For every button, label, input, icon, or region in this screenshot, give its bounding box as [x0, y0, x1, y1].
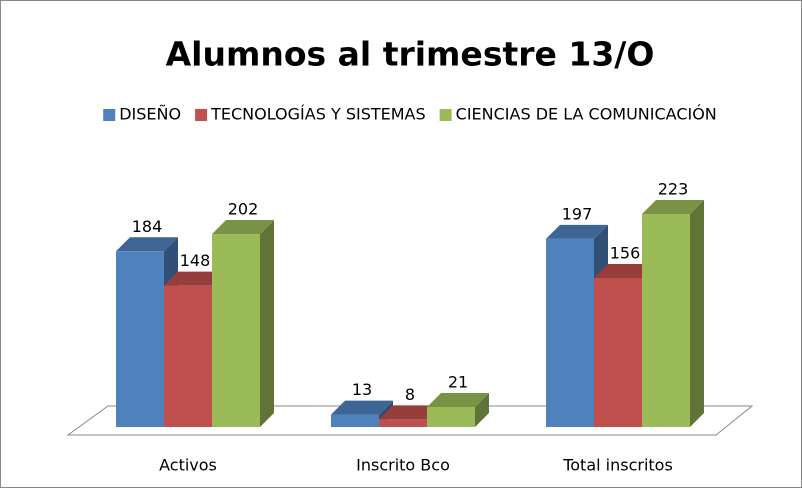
bar-top — [331, 400, 393, 415]
bar-top — [594, 263, 656, 278]
bar-front — [594, 277, 642, 427]
bar — [642, 200, 704, 427]
bar-front — [546, 238, 594, 427]
bar-front — [164, 285, 212, 427]
bar-top — [379, 405, 441, 420]
data-label: 21 — [448, 372, 468, 391]
data-label: 202 — [228, 200, 259, 219]
bar — [212, 220, 274, 427]
data-label: 8 — [405, 385, 415, 404]
bar-top — [546, 224, 608, 239]
legend: DISEÑO TECNOLOGÍAS Y SISTEMAS CIENCIAS DE … — [103, 105, 717, 124]
legend-swatch — [439, 109, 452, 121]
bar-front — [331, 414, 379, 427]
x-tick-label: Total inscritos — [562, 456, 673, 475]
bar-front — [642, 214, 690, 427]
chart-title: Alumnos al trimestre 13/O — [166, 35, 655, 74]
data-label: 223 — [658, 180, 689, 199]
bar-side — [690, 200, 704, 427]
data-label: 197 — [562, 204, 593, 223]
bar-front — [427, 406, 475, 427]
x-tick-label: Inscrito Bco — [356, 456, 450, 475]
data-label: 13 — [352, 380, 372, 399]
bar — [427, 392, 489, 427]
bar-top — [212, 220, 274, 235]
legend-label: DISEÑO — [119, 105, 181, 124]
bar-front — [379, 419, 427, 427]
x-tick-label: Activos — [159, 456, 217, 475]
data-label: 148 — [180, 251, 211, 270]
bar-top — [427, 392, 489, 407]
bar-top — [642, 200, 704, 214]
bar-top — [116, 237, 178, 252]
legend-label: TECNOLOGÍAS Y SISTEMAS — [210, 105, 426, 124]
data-label: 184 — [132, 217, 163, 236]
bar-top — [164, 271, 226, 286]
bar-side — [475, 392, 489, 427]
bar-side — [260, 220, 274, 427]
bar-front — [212, 234, 260, 427]
legend-label: CIENCIAS DE LA COMUNICACIÓN — [456, 105, 717, 124]
data-label: 156 — [610, 243, 641, 262]
legend-swatch — [103, 109, 116, 121]
bar-front — [116, 251, 164, 427]
legend-swatch — [195, 109, 208, 121]
